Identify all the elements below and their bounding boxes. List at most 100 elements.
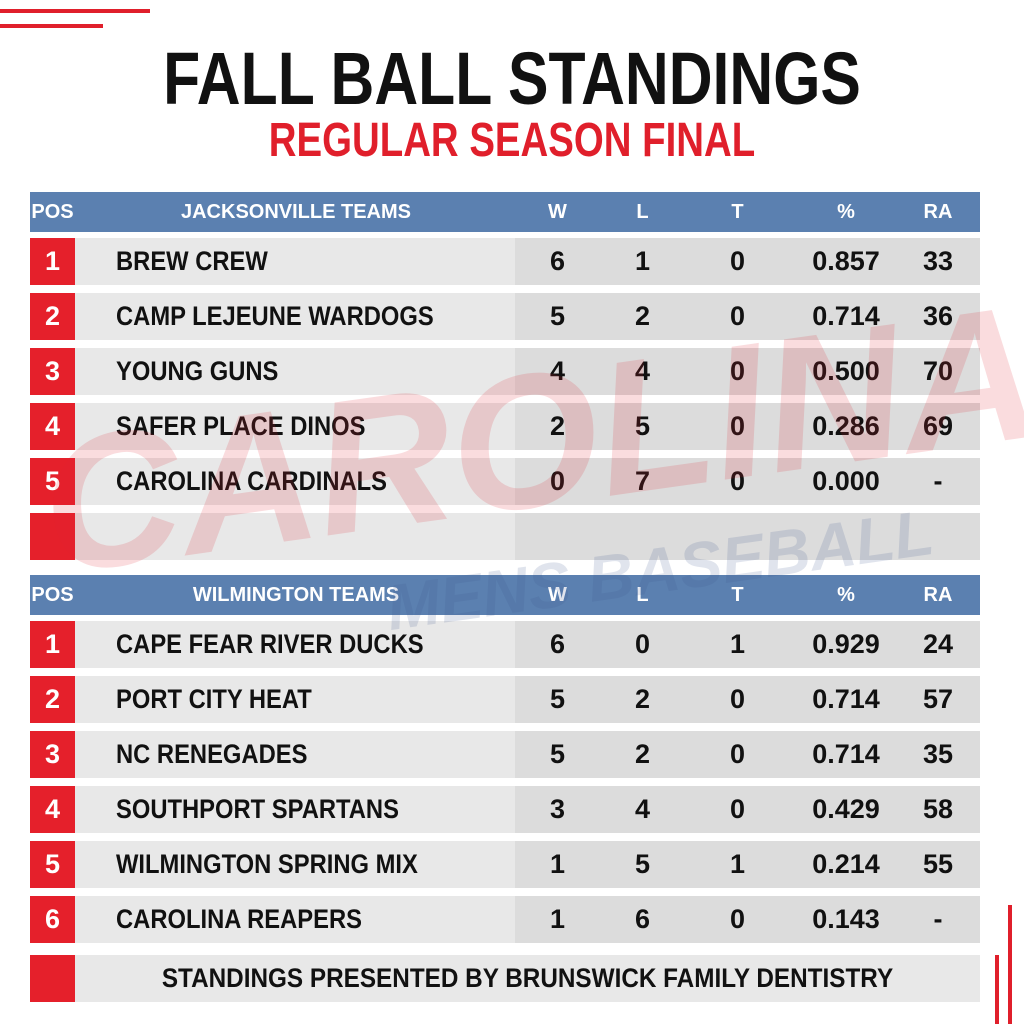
stat-cell: 1 xyxy=(729,629,746,659)
footer: STANDINGS PRESENTED BY BRUNSWICK FAMILY … xyxy=(161,963,894,993)
stat-cell: 0 xyxy=(729,466,746,496)
stat-cell: 3 xyxy=(549,794,566,824)
row-stats-bg xyxy=(515,403,980,450)
pos-cell xyxy=(30,896,75,943)
stat-cell: 1 xyxy=(549,849,566,879)
column-header: % xyxy=(837,583,855,606)
stat-cell: 4 xyxy=(634,356,651,386)
stat-cell: 3 xyxy=(44,356,61,386)
row-stats-bg xyxy=(515,786,980,833)
stat-cell: 35 xyxy=(922,739,954,769)
stat-cell: 0.857 xyxy=(812,246,880,276)
team-name: NC RENEGADES xyxy=(116,739,308,769)
pos-cell xyxy=(30,348,75,395)
stat-cell: 0.500 xyxy=(812,356,880,386)
deco-line xyxy=(0,24,103,28)
pos-cell xyxy=(30,786,75,833)
column-header: RA xyxy=(923,583,953,606)
stat-cell: 1 xyxy=(549,904,566,934)
stat-cell: 5 xyxy=(549,739,566,769)
deco-line xyxy=(1008,905,1012,1024)
stat-cell: 5 xyxy=(634,849,651,879)
stat-cell: 0.429 xyxy=(812,794,880,824)
team-name: CAROLINA REAPERS xyxy=(116,904,362,934)
stat-cell: - xyxy=(933,904,943,934)
pos-cell xyxy=(30,513,75,560)
team-name: CAMP LEJEUNE WARDOGS xyxy=(116,301,434,331)
pos-cell xyxy=(30,955,75,1002)
row-stats-bg xyxy=(515,621,980,668)
column-header: POS xyxy=(31,200,74,223)
stat-cell: 0 xyxy=(729,904,746,934)
stat-cell: 6 xyxy=(549,246,566,276)
stat-cell: 0.286 xyxy=(812,411,880,441)
stat-cell: 4 xyxy=(44,794,61,824)
title: FALL BALL STANDINGS xyxy=(163,36,861,120)
column-header: % xyxy=(837,200,855,223)
team-name: WILMINGTON SPRING MIX xyxy=(116,849,418,879)
stat-cell: 2 xyxy=(44,301,61,331)
pos-cell xyxy=(30,621,75,668)
column-header: T xyxy=(731,200,744,223)
stat-cell: 0.714 xyxy=(812,301,880,331)
stat-cell: 36 xyxy=(922,301,954,331)
pos-cell xyxy=(30,238,75,285)
stat-cell: 1 xyxy=(44,246,61,276)
row-stats-bg xyxy=(515,348,980,395)
row-stats-bg xyxy=(515,731,980,778)
stat-cell: 0.000 xyxy=(812,466,880,496)
team-name: YOUNG GUNS xyxy=(116,356,279,386)
column-header: L xyxy=(636,583,649,606)
team-name: SAFER PLACE DINOS xyxy=(116,411,366,441)
stat-cell: 5 xyxy=(549,684,566,714)
stat-cell: 2 xyxy=(634,684,651,714)
stat-cell: 0 xyxy=(729,739,746,769)
stat-cell: 0 xyxy=(729,794,746,824)
stat-cell: 4 xyxy=(549,356,566,386)
stat-cell: 2 xyxy=(549,411,566,441)
stat-cell: 58 xyxy=(922,794,954,824)
stat-cell: 0 xyxy=(729,246,746,276)
stat-cell: 6 xyxy=(44,904,61,934)
deco-line xyxy=(0,9,150,13)
team-name: CAROLINA CARDINALS xyxy=(116,466,388,496)
column-header: WILMINGTON TEAMS xyxy=(192,583,400,606)
stat-cell: 0 xyxy=(729,411,746,441)
pos-cell xyxy=(30,841,75,888)
stat-cell: 2 xyxy=(634,739,651,769)
team-name: BREW CREW xyxy=(116,246,268,276)
header-row xyxy=(30,575,980,615)
row-stats-bg xyxy=(515,458,980,505)
stat-cell: 69 xyxy=(922,411,954,441)
pos-cell xyxy=(30,731,75,778)
team-name: CAPE FEAR RIVER DUCKS xyxy=(116,629,424,659)
pos-cell xyxy=(30,403,75,450)
deco-line xyxy=(995,955,999,1024)
team-name: SOUTHPORT SPARTANS xyxy=(116,794,399,824)
column-header: T xyxy=(731,583,744,606)
stat-cell: 57 xyxy=(922,684,954,714)
pos-cell xyxy=(30,458,75,505)
subtitle: REGULAR SEASON FINAL xyxy=(268,113,756,167)
stat-cell: 4 xyxy=(634,794,651,824)
row-stats-bg xyxy=(515,896,980,943)
stat-cell: 7 xyxy=(634,466,651,496)
pos-cell xyxy=(30,676,75,723)
stat-cell: 0.143 xyxy=(812,904,880,934)
column-header: L xyxy=(636,200,649,223)
stat-cell: 3 xyxy=(44,739,61,769)
stat-cell: 33 xyxy=(922,246,954,276)
column-header: W xyxy=(548,583,567,606)
stat-cell: 0.214 xyxy=(812,849,880,879)
team-name: PORT CITY HEAT xyxy=(116,684,312,714)
stat-cell: 6 xyxy=(549,629,566,659)
row-stats-bg xyxy=(515,293,980,340)
stat-cell: 0 xyxy=(549,466,566,496)
stat-cell: 1 xyxy=(729,849,746,879)
stat-cell: 1 xyxy=(44,629,61,659)
stat-cell: 0 xyxy=(729,684,746,714)
stat-cell: 55 xyxy=(922,849,954,879)
column-header: JACKSONVILLE TEAMS xyxy=(180,200,412,223)
stat-cell: 5 xyxy=(44,466,61,496)
stat-cell: 5 xyxy=(634,411,651,441)
